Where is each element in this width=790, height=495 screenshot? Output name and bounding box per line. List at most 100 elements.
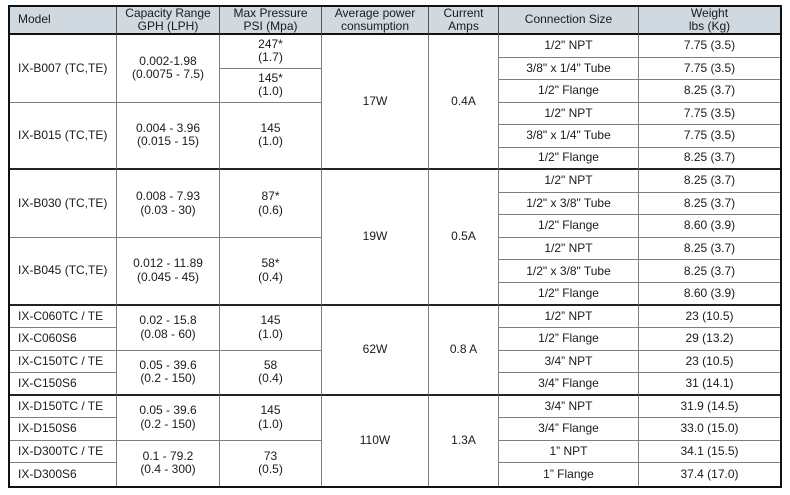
capacity-cell: 0.05 - 39.6 (0.2 - 150) bbox=[117, 350, 220, 396]
cell-text-line: 247* bbox=[258, 36, 283, 51]
capacity-cell: 0.004 - 3.96 (0.015 - 15) bbox=[117, 102, 220, 171]
cell-text-line: 145 bbox=[260, 313, 281, 328]
cell-text-line: 0.008 - 7.93 bbox=[135, 189, 201, 204]
cell-text-line: 73 bbox=[263, 448, 278, 463]
cell-text-line: 0.002-1.98 bbox=[139, 53, 197, 68]
weight-cell: 7.75 (3.5) bbox=[639, 58, 780, 81]
cell-text-line: 3/4” NPT bbox=[544, 353, 593, 368]
cell-text-line: 3/4” Flange bbox=[538, 375, 599, 390]
cell-text-line: 0.05 - 39.6 bbox=[139, 403, 197, 418]
cell-text-line: 31.9 (14.5) bbox=[680, 398, 739, 413]
weight-cell: 8.25 (3.7) bbox=[639, 193, 780, 216]
cell-text-line: (0.045 - 45) bbox=[136, 269, 200, 284]
pressure-cell: 73 (0.5) bbox=[220, 440, 322, 486]
connection-cell: 3/4” Flange bbox=[499, 418, 639, 441]
cell-text-line: 7.75 (3.5) bbox=[683, 38, 736, 53]
header-cell-capacity: Capacity Range GPH (LPH) bbox=[117, 7, 220, 35]
current-cell: 0.4A bbox=[429, 35, 499, 171]
cell-text-line: lbs (Kg) bbox=[688, 19, 731, 33]
cell-text-line: 33.0 (15.0) bbox=[680, 421, 739, 436]
cell-text-line: IX-D150S6 bbox=[18, 421, 77, 436]
cell-text-line: 1/2" NPT bbox=[544, 173, 593, 188]
capacity-cell: 0.1 - 79.2 (0.4 - 300) bbox=[117, 440, 220, 486]
weight-cell: 8.60 (3.9) bbox=[639, 283, 780, 306]
weight-cell: 8.25 (3.7) bbox=[639, 170, 780, 193]
cell-text-line: 1” Flange bbox=[543, 466, 594, 481]
connection-cell: 3/4” NPT bbox=[499, 395, 639, 419]
cell-text-line: IX-B015 (TC,TE) bbox=[18, 127, 108, 142]
model-cell: IX-D300S6 bbox=[10, 463, 117, 486]
cell-text-line: GPH (LPH) bbox=[137, 19, 199, 33]
cell-text-line: 8.25 (3.7) bbox=[683, 240, 736, 255]
cell-text-line: (1.0) bbox=[258, 416, 283, 431]
model-cell: IX-B030 (TC,TE) bbox=[10, 170, 117, 238]
model-cell: IX-B015 (TC,TE) bbox=[10, 102, 117, 171]
header-cell-model: Model bbox=[10, 7, 117, 35]
model-cell: IX-D150TC / TE bbox=[10, 395, 117, 419]
cell-text-line: Model bbox=[18, 12, 51, 27]
cell-text-line: 1/2" NPT bbox=[544, 240, 593, 255]
cell-text-line: 145 bbox=[260, 120, 281, 135]
capacity-cell: 0.012 - 11.89 (0.045 - 45) bbox=[117, 237, 220, 306]
cell-text-line: 1/2" NPT bbox=[544, 105, 593, 120]
model-cell: IX-B007 (TC,TE) bbox=[10, 35, 117, 103]
cell-text-line: 0.004 - 3.96 bbox=[135, 120, 201, 135]
weight-cell: 8.60 (3.9) bbox=[639, 215, 780, 238]
model-cell: IX-C060S6 bbox=[10, 328, 117, 351]
cell-text-line: 1/2" Flange bbox=[538, 285, 599, 300]
connection-cell: 1/2” Flange bbox=[499, 328, 639, 351]
header-cell-connection: Connection Size bbox=[499, 7, 639, 35]
pressure-cell: 87* (0.6) bbox=[220, 170, 322, 238]
cell-text-line: (0.08 - 60) bbox=[140, 326, 196, 341]
weight-cell: 37.4 (17.0) bbox=[639, 463, 780, 486]
header-cell-weight: Weight lbs (Kg) bbox=[639, 7, 780, 35]
connection-cell: 1” NPT bbox=[499, 440, 639, 464]
power-cell: 110W bbox=[322, 395, 429, 486]
connection-cell: 3/4” Flange bbox=[499, 373, 639, 396]
cell-text-line: 7.75 (3.5) bbox=[683, 105, 736, 120]
cell-text-line: 0.8 A bbox=[449, 341, 478, 356]
header-cell-current: Current Amps bbox=[429, 7, 499, 35]
cell-text-line: IX-D300S6 bbox=[18, 466, 77, 481]
capacity-cell: 0.002-1.98 (0.0075 - 7.5) bbox=[117, 35, 220, 103]
cell-text-line: 58 bbox=[263, 357, 278, 372]
pressure-cell: 145 (1.0) bbox=[220, 395, 322, 441]
cell-text-line: IX-D150TC / TE bbox=[18, 398, 104, 413]
model-cell: IX-C150S6 bbox=[10, 373, 117, 396]
cell-text-line: (0.4) bbox=[258, 269, 283, 284]
cell-text-line: (1.0) bbox=[258, 84, 283, 99]
cell-text-line: (0.2 - 150) bbox=[140, 371, 196, 386]
cell-text-line: IX-C150TC / TE bbox=[18, 353, 104, 368]
pressure-cell: 58* (0.4) bbox=[220, 237, 322, 306]
cell-text-line: PSI (Mpa) bbox=[243, 19, 298, 33]
weight-cell: 31 (14.1) bbox=[639, 373, 780, 396]
cell-text-line: (1.0) bbox=[258, 134, 283, 149]
cell-text-line: 31 (14.1) bbox=[685, 375, 734, 390]
cell-text-line: (1.7) bbox=[258, 50, 283, 65]
connection-cell: 1/2" Flange bbox=[499, 80, 639, 103]
weight-cell: 8.25 (3.7) bbox=[639, 260, 780, 284]
capacity-cell: 0.008 - 7.93 (0.03 - 30) bbox=[117, 170, 220, 238]
spec-table: Model Capacity Range GPH (LPH) Max Pressure… bbox=[8, 5, 782, 488]
cell-text-line: 37.4 (17.0) bbox=[680, 466, 739, 481]
weight-cell: 23 (10.5) bbox=[639, 351, 780, 374]
weight-cell: 7.75 (3.5) bbox=[639, 103, 780, 126]
cell-text-line: 8.60 (3.9) bbox=[683, 218, 736, 233]
cell-text-line: 8.25 (3.7) bbox=[683, 83, 736, 98]
cell-text-line: 0.4A bbox=[451, 93, 476, 108]
cell-text-line: 1/2" Flange bbox=[538, 218, 599, 233]
capacity-cell: 0.05 - 39.6 (0.2 - 150) bbox=[117, 395, 220, 441]
current-cell: 0.8 A bbox=[429, 305, 499, 396]
cell-text-line: Capacity Range bbox=[125, 7, 211, 20]
model-cell: IX-C150TC / TE bbox=[10, 350, 117, 374]
cell-text-line: 62W bbox=[362, 341, 388, 356]
pressure-cell: 145 (1.0) bbox=[220, 305, 322, 351]
weight-cell: 31.9 (14.5) bbox=[639, 396, 780, 419]
cell-text-line: Weight bbox=[690, 7, 729, 20]
connection-cell: 1/2" Flange bbox=[499, 215, 639, 238]
cell-text-line: Connection Size bbox=[524, 12, 613, 27]
connection-cell: 1” Flange bbox=[499, 463, 639, 486]
cell-text-line: 23 (10.5) bbox=[685, 308, 734, 323]
cell-text-line: 87* bbox=[261, 189, 280, 204]
cell-text-line: (0.5) bbox=[258, 462, 283, 477]
